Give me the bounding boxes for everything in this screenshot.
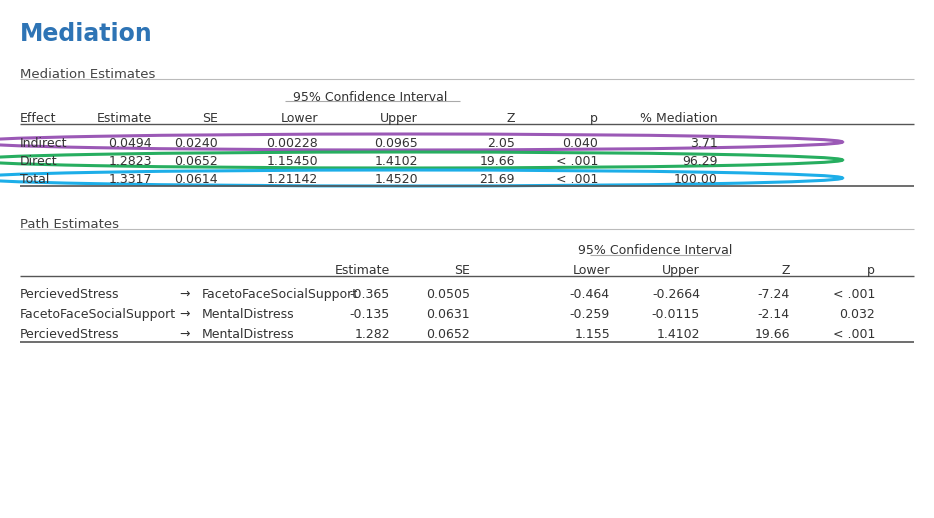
Text: Upper: Upper [662, 264, 700, 277]
Text: Lower: Lower [280, 112, 318, 125]
Text: 0.0965: 0.0965 [375, 137, 418, 150]
Text: 95% Confidence Interval: 95% Confidence Interval [578, 244, 732, 257]
Text: 21.69: 21.69 [479, 173, 515, 186]
Text: 3.71: 3.71 [690, 137, 718, 150]
Text: Path Estimates: Path Estimates [20, 218, 119, 231]
Text: -0.464: -0.464 [570, 288, 610, 301]
Text: 0.0505: 0.0505 [426, 288, 470, 301]
Text: 0.0652: 0.0652 [426, 328, 470, 341]
Text: FacetoFaceSocialSupport: FacetoFaceSocialSupport [202, 288, 358, 301]
Text: Lower: Lower [573, 264, 610, 277]
Text: 100.00: 100.00 [674, 173, 718, 186]
Text: →: → [179, 308, 191, 321]
Text: 1.4102: 1.4102 [375, 155, 418, 168]
Text: 2.05: 2.05 [488, 137, 515, 150]
Text: Total: Total [20, 173, 50, 186]
Text: 95% Confidence Interval: 95% Confidence Interval [293, 91, 447, 104]
Text: FacetoFaceSocialSupport: FacetoFaceSocialSupport [20, 308, 177, 321]
Text: 1.15450: 1.15450 [266, 155, 318, 168]
Text: SE: SE [454, 264, 470, 277]
Text: Estimate: Estimate [97, 112, 152, 125]
Text: →: → [179, 328, 191, 341]
Text: p: p [590, 112, 598, 125]
Text: -0.2664: -0.2664 [652, 288, 700, 301]
Text: Upper: Upper [380, 112, 418, 125]
Text: 0.00228: 0.00228 [266, 137, 318, 150]
Text: Z: Z [506, 112, 515, 125]
Text: -0.0115: -0.0115 [652, 308, 700, 321]
Text: < .001: < .001 [556, 173, 598, 186]
Text: Mediation: Mediation [20, 22, 153, 46]
Text: -0.365: -0.365 [349, 288, 390, 301]
Text: -7.24: -7.24 [757, 288, 790, 301]
Text: 19.66: 19.66 [479, 155, 515, 168]
Text: Indirect: Indirect [20, 137, 67, 150]
Text: Z: Z [782, 264, 790, 277]
Text: 0.0652: 0.0652 [175, 155, 218, 168]
Text: MentalDistress: MentalDistress [202, 308, 294, 321]
Text: 0.032: 0.032 [840, 308, 875, 321]
Text: 0.0240: 0.0240 [175, 137, 218, 150]
Text: < .001: < .001 [556, 155, 598, 168]
Text: 0.040: 0.040 [562, 137, 598, 150]
Text: PercievedStress: PercievedStress [20, 328, 120, 341]
Text: 1.4102: 1.4102 [657, 328, 700, 341]
Text: 1.2823: 1.2823 [108, 155, 152, 168]
Text: 1.3317: 1.3317 [108, 173, 152, 186]
Text: Effect: Effect [20, 112, 56, 125]
Text: < .001: < .001 [832, 288, 875, 301]
Text: 1.4520: 1.4520 [375, 173, 418, 186]
Text: p: p [867, 264, 875, 277]
Text: →: → [179, 288, 191, 301]
Text: 19.66: 19.66 [755, 328, 790, 341]
Text: % Mediation: % Mediation [641, 112, 718, 125]
Text: Direct: Direct [20, 155, 58, 168]
Text: 0.0494: 0.0494 [108, 137, 152, 150]
Text: < .001: < .001 [832, 328, 875, 341]
Text: 96.29: 96.29 [683, 155, 718, 168]
Text: -0.259: -0.259 [570, 308, 610, 321]
Text: 1.282: 1.282 [354, 328, 390, 341]
Text: 1.21142: 1.21142 [267, 173, 318, 186]
Text: MentalDistress: MentalDistress [202, 328, 294, 341]
Text: -2.14: -2.14 [757, 308, 790, 321]
Text: SE: SE [202, 112, 218, 125]
Text: 0.0614: 0.0614 [175, 173, 218, 186]
Text: Mediation Estimates: Mediation Estimates [20, 68, 155, 81]
Text: 0.0631: 0.0631 [427, 308, 470, 321]
Text: Estimate: Estimate [334, 264, 390, 277]
Text: -0.135: -0.135 [349, 308, 390, 321]
Text: PercievedStress: PercievedStress [20, 288, 120, 301]
Text: 1.155: 1.155 [574, 328, 610, 341]
